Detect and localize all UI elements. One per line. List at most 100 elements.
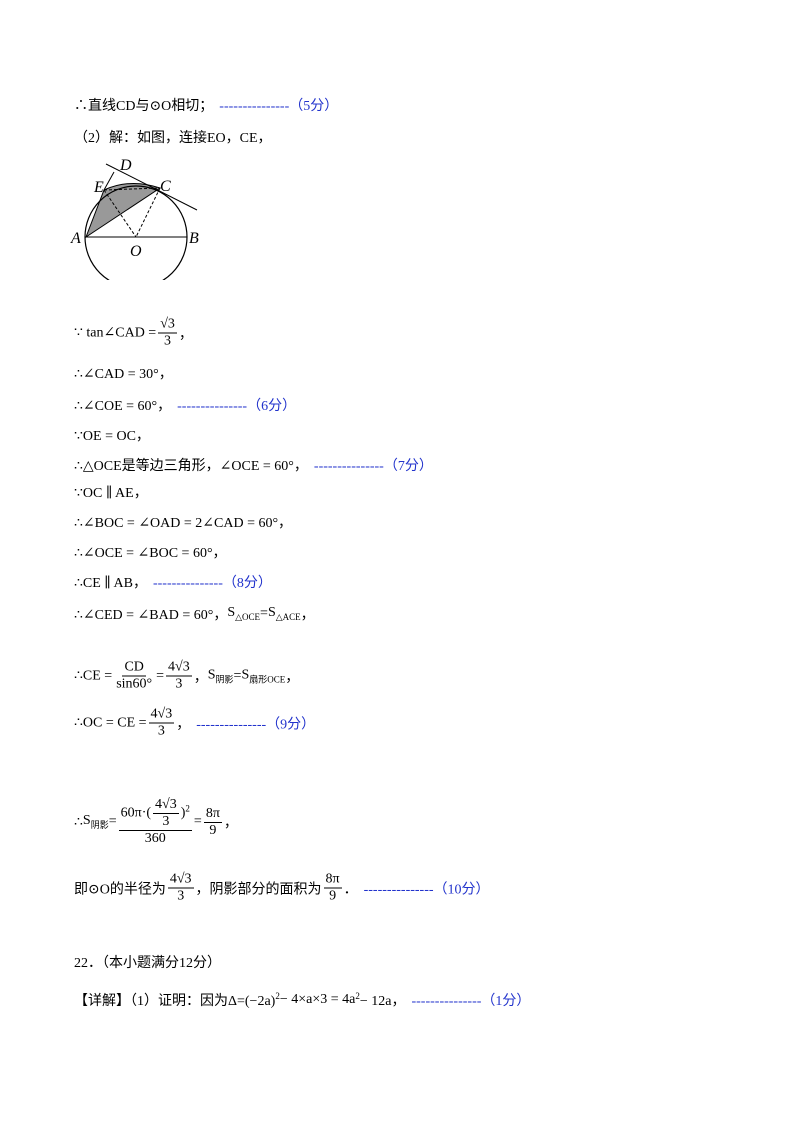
text: − 4×a×3 = 4a (279, 992, 356, 1007)
subscript: △OCE (235, 611, 261, 622)
fraction: 4√3 3 (153, 797, 179, 830)
text: ∴直线CD与⊙O相切； (74, 99, 214, 114)
text: ∴∠CAD = 30°， (74, 367, 173, 382)
subscript: 阴影 (90, 819, 109, 830)
label: A (70, 230, 81, 247)
line: ∵ tan∠CAD = √3 3， (74, 317, 193, 350)
label: B (189, 230, 199, 247)
text: 即⊙O的半径为 (74, 882, 166, 897)
text: ， (178, 327, 193, 342)
line: ∴直线CD与⊙O相切； ---------------（5分） (74, 95, 338, 115)
superscript: 2 (185, 803, 190, 814)
score: ---------------（1分） (411, 994, 531, 1009)
score: ---------------（8分） (152, 576, 272, 591)
line: ∴CE ∥ AB， ---------------（8分） (74, 572, 272, 592)
denominator: 3 (175, 889, 186, 905)
line: （2）解：如图，连接EO，CE， (74, 127, 272, 147)
text: 【详解】（1）证明：因为Δ=(−2a) (74, 994, 276, 1009)
numerator: 4√3 (153, 797, 179, 814)
line: ∴CE = CD sin60° = 4√3 3， S阴影 = S扇形OCE， (74, 660, 299, 693)
numerator: 4√3 (166, 660, 192, 677)
text: ) (180, 805, 186, 821)
eo (103, 189, 137, 238)
fraction: 60π·(4√3 3)2 360 (118, 797, 192, 847)
numerator: CD (122, 659, 146, 677)
line: ∴∠OCE = ∠BOC = 60°， (74, 542, 227, 562)
text: CD (124, 659, 144, 675)
text: ∴CE = (74, 668, 113, 684)
text: 3 (162, 814, 170, 829)
text: S (227, 605, 236, 621)
script-term: S阴影 (83, 813, 109, 831)
numerator: 8π (203, 805, 222, 823)
line: 【详解】（1）证明：因为Δ=(−2a) 2 − 4×a×3 = 4a 2 − 12a… (74, 990, 530, 1010)
label: E (93, 179, 104, 196)
text: = (260, 606, 268, 621)
fraction: √3 3 (158, 317, 177, 350)
text: ∴∠CED = ∠BAD = 60°， (74, 608, 228, 623)
numerator: 4√3 (148, 706, 175, 724)
text: 8π (325, 871, 340, 887)
text: √3 (160, 316, 175, 332)
numerator: 4√3 (167, 872, 194, 889)
line: ∴∠COE = 60°， ---------------（6分） (74, 395, 296, 415)
subscript: 扇形OCE (249, 673, 286, 684)
script-term: S阴影 (208, 667, 234, 685)
score: ---------------（6分） (177, 399, 297, 414)
text: − 12a， (359, 994, 406, 1009)
script-term: 2 (275, 991, 280, 1010)
numerator: 8π (323, 871, 342, 889)
text: 3 (164, 333, 172, 349)
text: ∴OC = CE = (74, 715, 147, 731)
text: 9 (329, 888, 337, 904)
line: ∵OC ∥ AE， (74, 482, 148, 502)
text: ∴∠OCE = ∠BOC = 60°， (74, 546, 227, 561)
denominator: 3 (162, 334, 173, 350)
numerator: 60π·(4√3 3)2 (118, 797, 192, 831)
subscript: △ACE (275, 611, 301, 622)
line: ∴∠CED = ∠BAD = 60°， S△OCE = S△ACE， (74, 604, 315, 624)
text: 22．（本小题满分12分） (74, 956, 221, 971)
numerator: √3 (158, 317, 177, 334)
score: ---------------（5分） (219, 99, 339, 114)
line: ∴OC = CE = 4√3 3， ---------------（9分） (74, 707, 315, 740)
superscript: 2 (275, 990, 280, 1001)
line: 即⊙O的半径为 4√3 3 ，阴影部分的面积为 8π 9 ． ---------------（… (74, 872, 490, 905)
text: 8π (205, 805, 220, 821)
denominator: 3 (156, 724, 167, 740)
label: O (130, 243, 142, 260)
text: ∴△OCE是等边三角形，∠OCE = 60°， (74, 459, 308, 474)
denominator: 9 (327, 889, 338, 905)
fraction: 4√3 3 (148, 706, 175, 740)
text: 360 (144, 831, 166, 846)
text: 4√3 (150, 706, 173, 722)
text: 4√3 (155, 797, 177, 812)
line: 22．（本小题满分12分） (74, 952, 221, 972)
script-term: S扇形OCE (241, 667, 285, 685)
text: 60π·( (120, 805, 152, 821)
text: S (207, 667, 216, 683)
text: ， (176, 717, 191, 732)
denominator: sin60° (114, 677, 154, 693)
score: ---------------（10分） (363, 882, 490, 897)
oc (135, 187, 161, 238)
script-term: S△OCE (227, 605, 260, 623)
line: ∴∠CAD = 30°， (74, 363, 173, 383)
text: ，阴影部分的面积为 (195, 882, 322, 897)
fraction: 4√3 3 (167, 872, 194, 905)
fraction: 8π 9 (203, 805, 222, 839)
text: 3 (177, 888, 185, 904)
tangent (105, 163, 198, 211)
ec (103, 187, 161, 191)
text: 3 (157, 723, 165, 739)
text: 9 (209, 822, 217, 838)
text: 4√3 (168, 659, 190, 675)
denominator: 9 (207, 823, 218, 839)
ed (103, 171, 115, 191)
denominator: 3 (160, 814, 171, 830)
figure: D E C A O B (70, 157, 199, 280)
text: 3 (175, 676, 183, 692)
text: = (108, 814, 117, 829)
text: ， (223, 816, 238, 831)
script-term: 2 (185, 803, 190, 821)
